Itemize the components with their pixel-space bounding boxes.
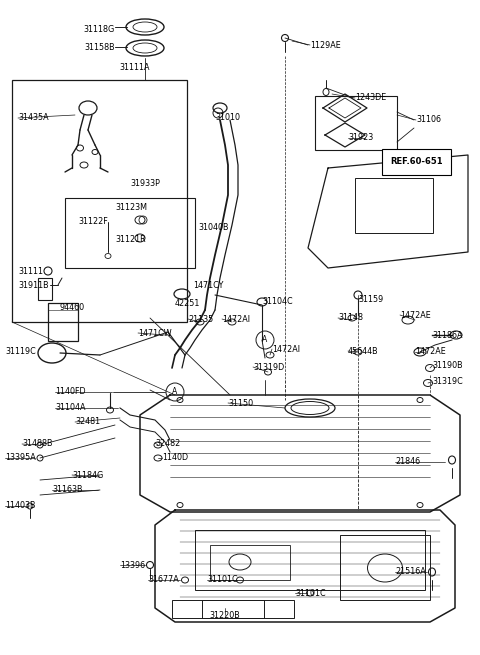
Text: 45644B: 45644B	[348, 346, 379, 356]
Text: 31122F: 31122F	[78, 217, 108, 227]
Text: 1129AE: 1129AE	[310, 41, 341, 50]
Text: 31158B: 31158B	[84, 43, 115, 52]
Text: 31010: 31010	[215, 113, 240, 122]
Bar	[48, 303, 78, 341]
Text: 31106: 31106	[416, 115, 441, 124]
Text: 31923: 31923	[348, 134, 373, 143]
Text: 32482: 32482	[155, 438, 180, 447]
Text: 31104A: 31104A	[55, 403, 85, 413]
Text: 13395A: 13395A	[5, 453, 36, 462]
Bar	[210, 545, 290, 580]
Text: 1471CY: 1471CY	[193, 280, 223, 290]
Text: 31040B: 31040B	[198, 223, 228, 233]
Text: 1472AI: 1472AI	[222, 314, 250, 324]
Text: 31159: 31159	[358, 295, 383, 305]
Text: 31163B: 31163B	[52, 485, 83, 495]
Text: 31111: 31111	[18, 267, 43, 276]
Text: 1140FD: 1140FD	[55, 388, 85, 396]
Text: 31118G: 31118G	[84, 26, 115, 35]
Bar	[340, 535, 430, 600]
Text: 11403B: 11403B	[5, 502, 36, 510]
Text: 31319D: 31319D	[253, 362, 284, 371]
Text: 1472AE: 1472AE	[415, 348, 446, 356]
Bar	[355, 178, 433, 233]
Text: 1140D: 1140D	[162, 453, 188, 462]
Bar	[202, 600, 264, 618]
Text: 21135: 21135	[188, 314, 213, 324]
Text: 31933P: 31933P	[130, 179, 160, 187]
Text: 31123M: 31123M	[115, 204, 147, 212]
Bar	[38, 278, 52, 300]
Bar	[195, 530, 425, 590]
Text: 31488B: 31488B	[22, 440, 52, 449]
Text: 31104C: 31104C	[262, 297, 293, 307]
Text: REF.60-651: REF.60-651	[390, 157, 443, 166]
Text: 1471CW: 1471CW	[138, 329, 172, 337]
Text: 31190B: 31190B	[432, 362, 463, 371]
Text: 31184G: 31184G	[72, 470, 103, 479]
Text: 1472AI: 1472AI	[272, 345, 300, 354]
Text: 94460: 94460	[60, 303, 85, 312]
Text: 31220B: 31220B	[210, 610, 240, 620]
Text: 31101C: 31101C	[295, 588, 325, 597]
Text: 31101C: 31101C	[207, 576, 238, 584]
Text: 31121R: 31121R	[115, 236, 145, 244]
Text: 31111A: 31111A	[120, 64, 150, 73]
Text: 13396: 13396	[120, 561, 145, 569]
Text: 31435A: 31435A	[18, 113, 48, 122]
Text: 31677A: 31677A	[148, 576, 179, 584]
Text: 21516A: 21516A	[395, 567, 426, 576]
Bar	[172, 600, 294, 618]
Text: 1472AE: 1472AE	[400, 310, 431, 320]
Text: 31119C: 31119C	[5, 348, 36, 356]
Text: 42251: 42251	[175, 299, 200, 307]
Text: A: A	[172, 388, 178, 396]
Text: 31911B: 31911B	[18, 280, 48, 290]
Text: A: A	[263, 335, 268, 345]
Text: 31319C: 31319C	[432, 377, 463, 386]
Text: 31186A: 31186A	[432, 331, 463, 339]
Text: 1243DE: 1243DE	[355, 94, 386, 102]
Bar	[12, 80, 187, 322]
Text: 31148: 31148	[338, 314, 363, 322]
Bar	[65, 198, 195, 268]
Bar	[315, 96, 397, 150]
Text: 31150: 31150	[228, 398, 253, 407]
Text: 21846: 21846	[395, 457, 420, 466]
Text: 32481: 32481	[75, 417, 100, 426]
